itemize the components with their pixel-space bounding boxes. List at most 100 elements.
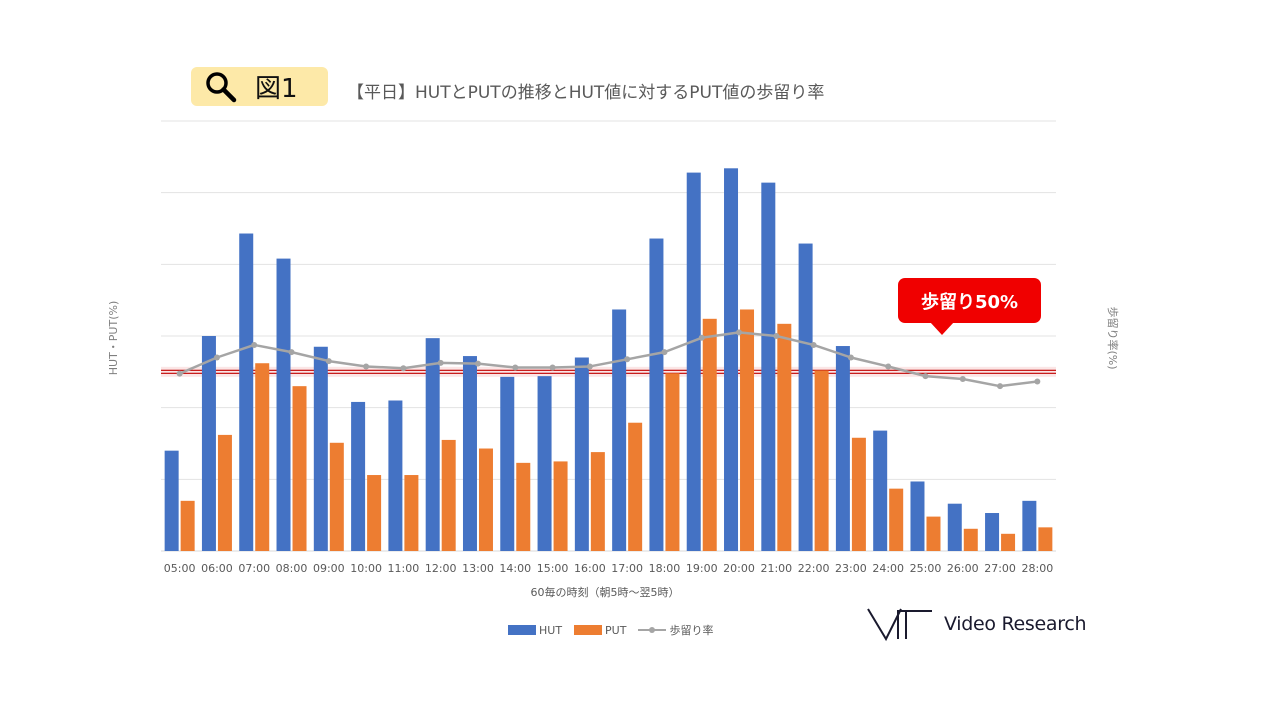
line-rate-point-20:00 bbox=[736, 329, 743, 336]
reference-line-glow bbox=[161, 366, 1056, 377]
x-tick-label: 23:00 bbox=[835, 562, 867, 575]
x-tick-label: 22:00 bbox=[798, 562, 830, 575]
x-tick-label: 17:00 bbox=[611, 562, 643, 575]
bar-hut-24:00 bbox=[873, 430, 888, 551]
bar-put-05:00 bbox=[180, 500, 195, 551]
legend-label-rate: 歩留り率 bbox=[669, 624, 714, 637]
x-tick-label: 07:00 bbox=[238, 562, 270, 575]
line-rate-point-19:00 bbox=[698, 334, 705, 341]
x-tick-label: 05:00 bbox=[164, 562, 196, 575]
legend-item-hut: HUT bbox=[508, 624, 562, 637]
x-tick-label: 26:00 bbox=[947, 562, 979, 575]
bar-put-16:00 bbox=[590, 452, 605, 551]
bar-put-15:00 bbox=[553, 461, 568, 551]
line-rate-point-07:00 bbox=[251, 341, 258, 348]
bar-put-14:00 bbox=[516, 462, 531, 551]
bar-put-23:00 bbox=[851, 437, 866, 551]
yield-50-callout: 歩留り50% bbox=[898, 278, 1041, 335]
x-tick-label: 21:00 bbox=[760, 562, 792, 575]
x-tick-label: 10:00 bbox=[350, 562, 382, 575]
bar-put-28:00 bbox=[1038, 527, 1053, 551]
bar-hut-17:00 bbox=[612, 309, 627, 551]
line-rate-point-22:00 bbox=[810, 341, 817, 348]
legend-swatch-rate bbox=[638, 625, 667, 635]
bar-put-25:00 bbox=[926, 516, 941, 551]
line-rate-point-06:00 bbox=[213, 354, 220, 361]
bar-hut-07:00 bbox=[239, 233, 254, 551]
bar-hut-13:00 bbox=[462, 356, 477, 551]
brand-logo: Video Research bbox=[866, 606, 1087, 642]
line-rate-point-14:00 bbox=[512, 364, 519, 371]
bar-put-19:00 bbox=[702, 318, 717, 551]
x-tick-label: 09:00 bbox=[313, 562, 345, 575]
legend: HUT PUT 歩留り率 bbox=[508, 622, 725, 638]
line-rate-point-23:00 bbox=[847, 354, 854, 361]
bar-hut-11:00 bbox=[388, 400, 403, 551]
x-tick-label: 24:00 bbox=[872, 562, 904, 575]
bar-hut-25:00 bbox=[910, 481, 925, 551]
bar-hut-12:00 bbox=[425, 338, 440, 551]
bar-put-22:00 bbox=[814, 370, 829, 551]
bar-put-12:00 bbox=[441, 439, 456, 551]
bar-put-17:00 bbox=[628, 422, 643, 551]
legend-item-rate: 歩留り率 bbox=[638, 622, 713, 638]
bar-hut-26:00 bbox=[947, 503, 962, 551]
line-rate-point-25:00 bbox=[922, 373, 929, 380]
bar-put-26:00 bbox=[963, 528, 978, 551]
line-rate-point-21:00 bbox=[773, 333, 780, 339]
bar-hut-27:00 bbox=[985, 513, 1000, 551]
line-rate-point-26:00 bbox=[959, 376, 966, 382]
x-tick-label: 19:00 bbox=[686, 562, 718, 575]
line-rate-point-08:00 bbox=[288, 349, 295, 356]
x-tick-label: 15:00 bbox=[537, 562, 569, 575]
x-tick-label: 20:00 bbox=[723, 562, 755, 575]
line-rate-point-15:00 bbox=[549, 364, 556, 371]
line-rate-point-18:00 bbox=[661, 349, 668, 356]
bar-put-09:00 bbox=[329, 442, 344, 551]
bar-hut-28:00 bbox=[1022, 500, 1037, 551]
line-rate-point-09:00 bbox=[325, 358, 332, 365]
bar-hut-20:00 bbox=[724, 168, 739, 552]
x-tick-label: 18:00 bbox=[649, 562, 681, 575]
line-rate-point-13:00 bbox=[474, 360, 481, 367]
bar-put-24:00 bbox=[889, 488, 904, 551]
video-research-logo-icon bbox=[867, 608, 932, 642]
bar-hut-19:00 bbox=[686, 172, 701, 551]
bar-put-18:00 bbox=[665, 373, 680, 551]
bar-hut-15:00 bbox=[537, 376, 552, 551]
figure-badge: 図1 bbox=[191, 67, 328, 106]
bar-put-06:00 bbox=[217, 434, 232, 551]
x-tick-label: 08:00 bbox=[276, 562, 308, 575]
bar-put-13:00 bbox=[478, 448, 493, 551]
bar-hut-08:00 bbox=[276, 258, 291, 551]
line-rate-point-11:00 bbox=[400, 365, 407, 372]
legend-swatch-hut bbox=[508, 625, 536, 635]
figure-number: 図1 bbox=[255, 74, 298, 104]
x-tick-label: 13:00 bbox=[462, 562, 494, 575]
line-rate-point-17:00 bbox=[624, 356, 631, 363]
bar-hut-22:00 bbox=[798, 243, 813, 552]
legend-label-hut: HUT bbox=[539, 623, 563, 637]
bar-hut-10:00 bbox=[351, 401, 366, 551]
x-tick-label: 06:00 bbox=[201, 562, 233, 575]
legend-swatch-put bbox=[574, 625, 603, 635]
x-tick-label: 28:00 bbox=[1022, 562, 1054, 575]
line-rate-point-10:00 bbox=[363, 363, 370, 370]
bar-hut-21:00 bbox=[761, 182, 776, 551]
line-rate-point-27:00 bbox=[997, 383, 1004, 390]
x-axis-label: 60毎の時刻（朝5時～翌5時） bbox=[530, 586, 680, 599]
x-tick-label: 12:00 bbox=[425, 562, 457, 575]
x-tick-label: 11:00 bbox=[388, 562, 420, 575]
bar-put-07:00 bbox=[255, 363, 270, 551]
line-rate bbox=[179, 331, 1038, 388]
x-tick-label: 14:00 bbox=[499, 562, 531, 575]
bar-put-27:00 bbox=[1001, 533, 1016, 551]
line-rate-point-05:00 bbox=[176, 370, 183, 377]
x-tick-label: 16:00 bbox=[574, 562, 606, 575]
x-tick-label: 25:00 bbox=[910, 562, 942, 575]
line-rate-point-16:00 bbox=[586, 363, 593, 370]
bar-hut-05:00 bbox=[164, 450, 179, 551]
line-rate-point-12:00 bbox=[437, 359, 444, 366]
legend-item-put: PUT bbox=[574, 624, 626, 637]
chart-title: 【平日】HUTとPUTの推移とHUT値に対するPUT値の歩留り率 bbox=[347, 83, 825, 103]
